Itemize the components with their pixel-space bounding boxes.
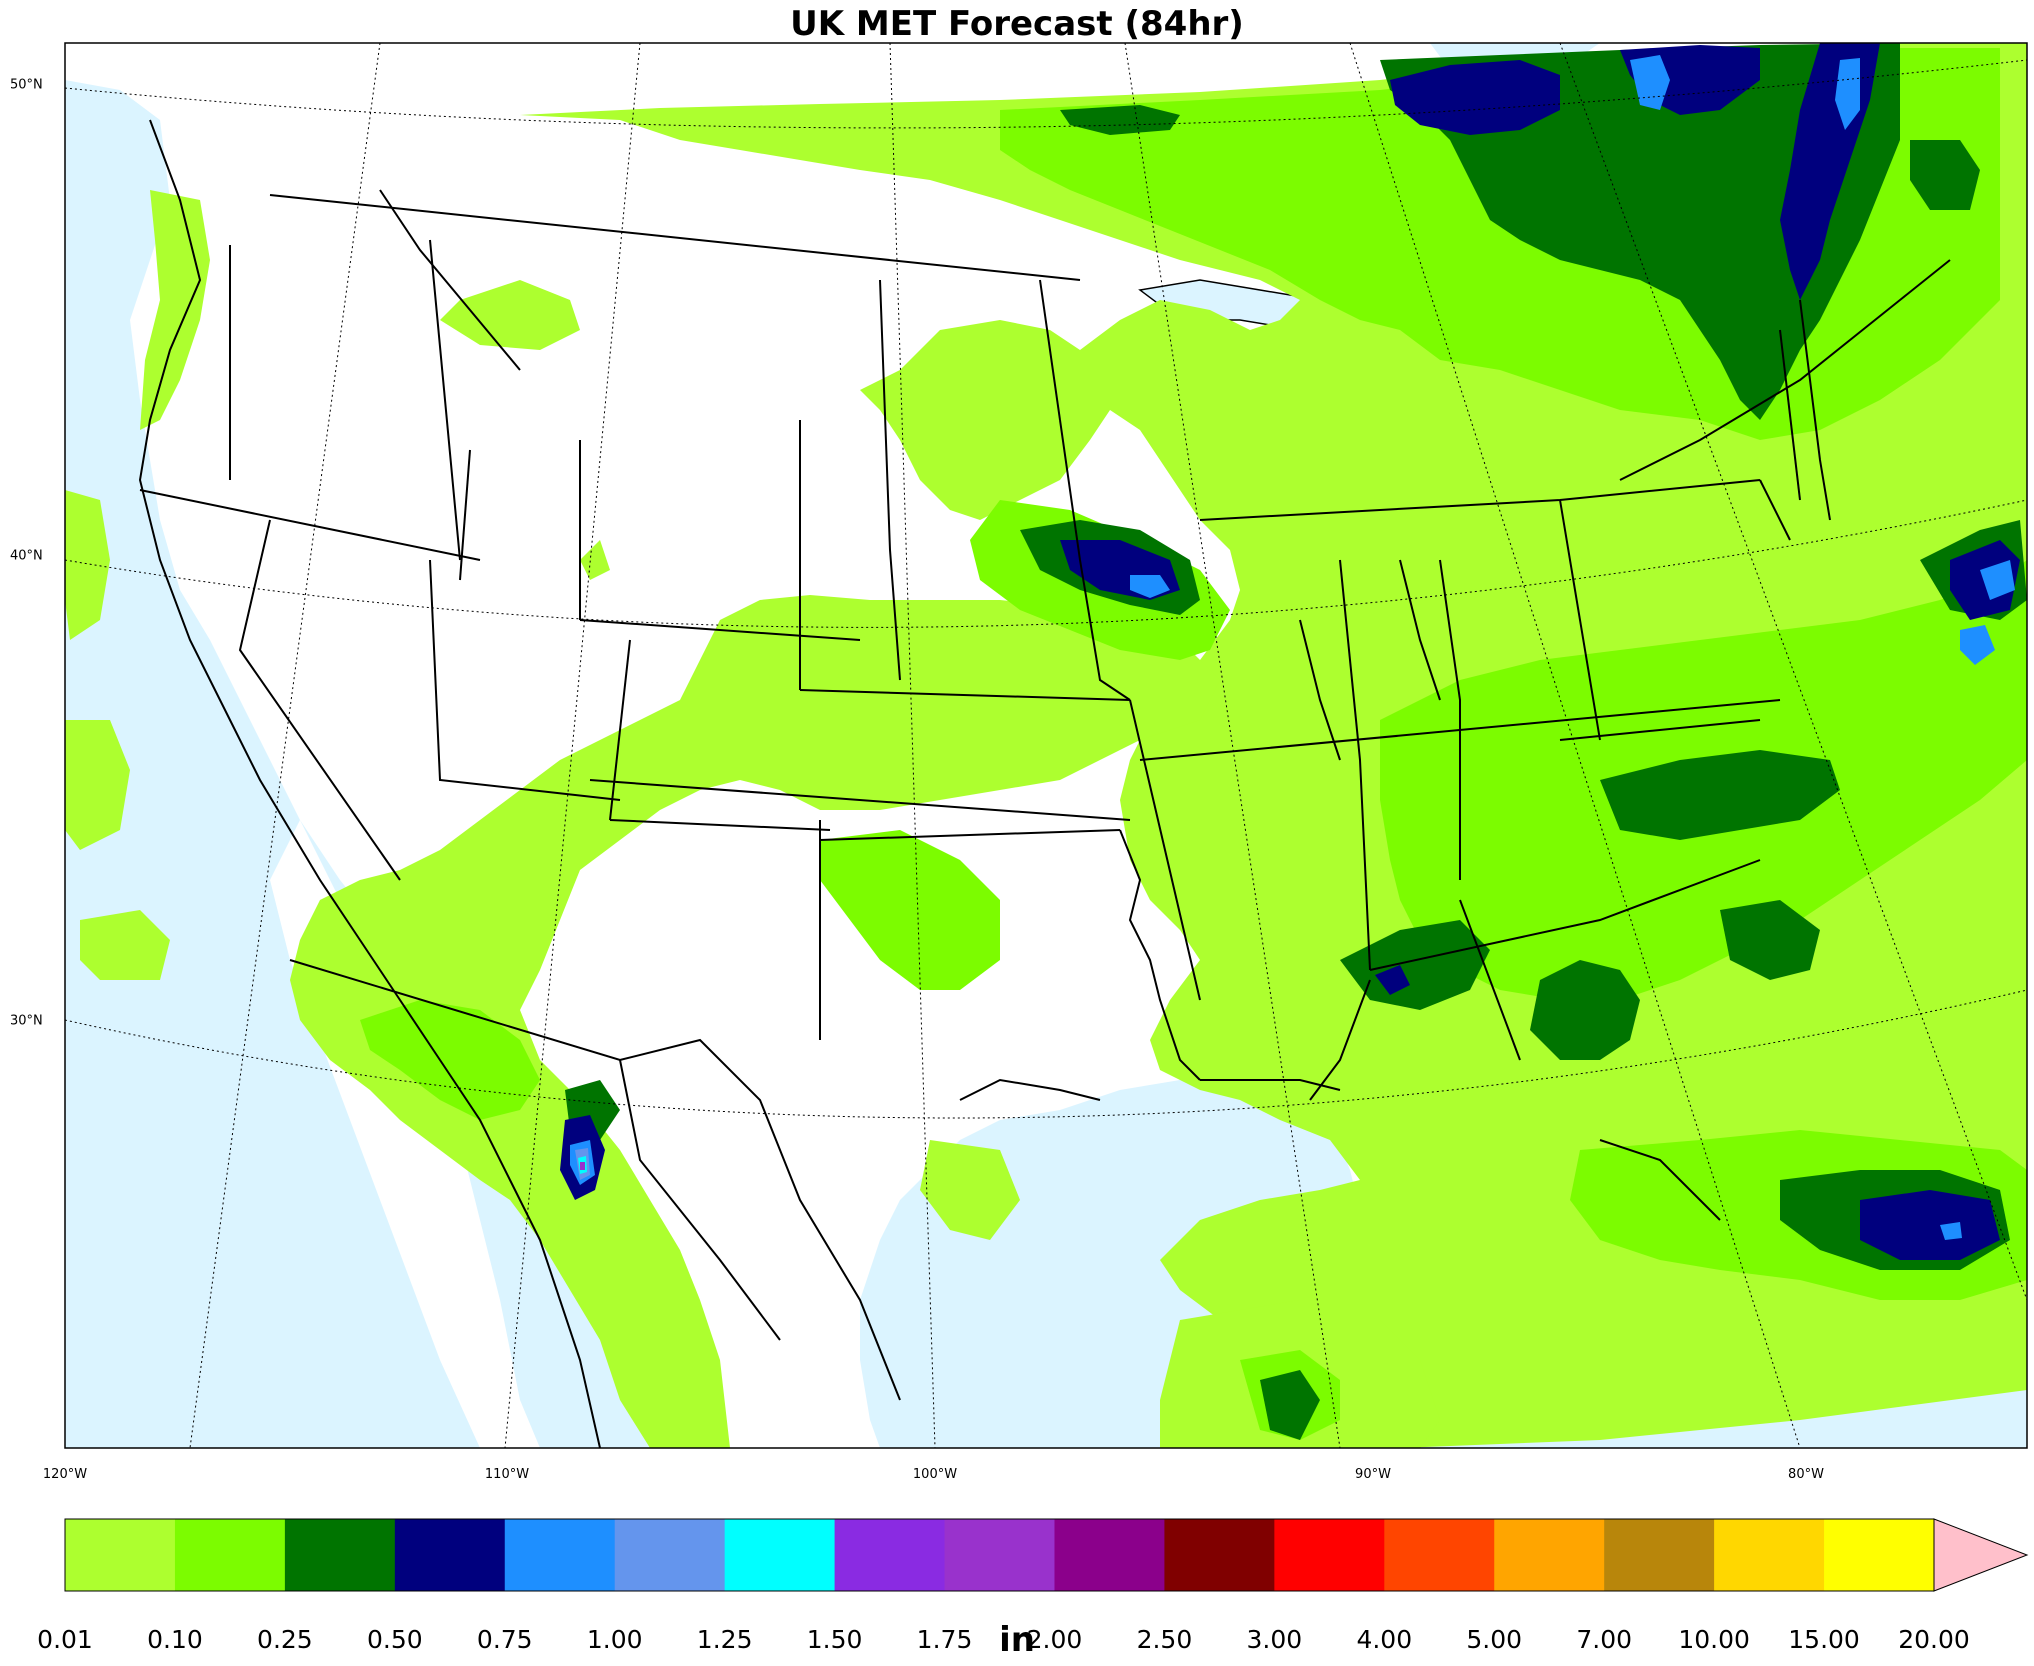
- colorbar-tick-label: 5.00: [1466, 1625, 1523, 1654]
- colorbar-tick-label: 1.00: [586, 1625, 643, 1654]
- map-frame: [64, 42, 2028, 1449]
- colorbar-units: in: [999, 1620, 1035, 1660]
- lon-label-100w: 100°W: [912, 1467, 958, 1482]
- colorbar-tick-label: 20.00: [1898, 1625, 1970, 1654]
- lon-label-80w: 80°W: [1788, 1467, 1824, 1482]
- colorbar-tick-label: 1.75: [916, 1625, 973, 1654]
- colorbar-tick-label: 7.00: [1576, 1625, 1633, 1654]
- colorbar-tick-label: 2.00: [1026, 1625, 1083, 1654]
- colorbar-tick-label: 15.00: [1788, 1625, 1860, 1654]
- colorbar-tick-label: 1.50: [806, 1625, 863, 1654]
- lon-label-120w: 120°W: [42, 1467, 88, 1482]
- colorbar-tick-label: 4.00: [1356, 1625, 1413, 1654]
- colorbar-tick-label: 0.25: [257, 1625, 313, 1654]
- lon-label-90w: 90°W: [1355, 1467, 1391, 1482]
- lat-label-40n: 40°N: [10, 548, 43, 564]
- lat-label-30n: 30°N: [10, 1013, 43, 1029]
- colorbar-tick-label: 0.75: [476, 1625, 533, 1654]
- colorbar-tick-label: 1.25: [696, 1625, 753, 1654]
- colorbar-tick-label: 0.50: [366, 1625, 423, 1654]
- colorbar-tick-label: 3.00: [1246, 1625, 1303, 1654]
- lon-label-110w: 110°W: [484, 1467, 530, 1482]
- map-title: UK MET Forecast (84hr): [790, 4, 1244, 44]
- colorbar-tick-label: 10.00: [1678, 1625, 1750, 1654]
- colorbar-tick-label: 0.10: [147, 1625, 203, 1654]
- colorbar-tick-label: 2.50: [1136, 1625, 1193, 1654]
- borders: [138, 119, 1951, 1448]
- lat-label-50n: 50°N: [10, 77, 43, 93]
- colorbar-tick-label: 0.01: [37, 1625, 93, 1654]
